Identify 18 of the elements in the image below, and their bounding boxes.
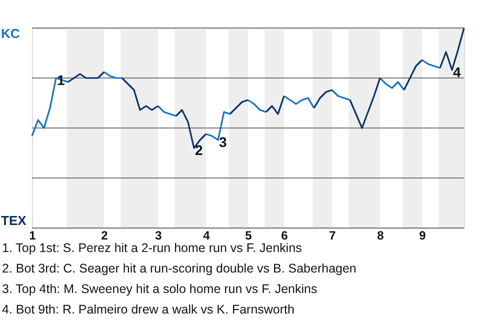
text: 2. Bot 3rd: C. Seager hit a run-scoring double vs B. Saberhagen [2, 262, 356, 276]
x-tick-label: 2 [101, 228, 108, 242]
annotation: 2 [195, 142, 203, 158]
annotation: 3 [219, 134, 227, 150]
x-tick-label: 6 [281, 228, 288, 242]
text: 4. Bot 9th: R. Palmeiro drew a walk vs K. Farnsworth [2, 302, 295, 316]
text: KC [1, 26, 20, 41]
x-tick-label: 9 [419, 228, 426, 242]
x-tick-label: 7 [329, 228, 336, 242]
x-tick-label: 5 [245, 228, 252, 242]
x-tick-label: 1 [29, 228, 36, 242]
text: 1. Top 1st: S. Perez hit a 2-run home run vs F. Jenkins [2, 241, 302, 255]
x-tick-label: 8 [377, 228, 384, 242]
text: TEX [1, 213, 27, 228]
text: 3. Top 4th: M. Sweeney hit a solo home run vs F. Jenkins [2, 282, 318, 296]
x-tick-label: 4 [203, 228, 210, 242]
annotation: 4 [453, 64, 461, 80]
x-tick-label: 3 [155, 228, 162, 242]
